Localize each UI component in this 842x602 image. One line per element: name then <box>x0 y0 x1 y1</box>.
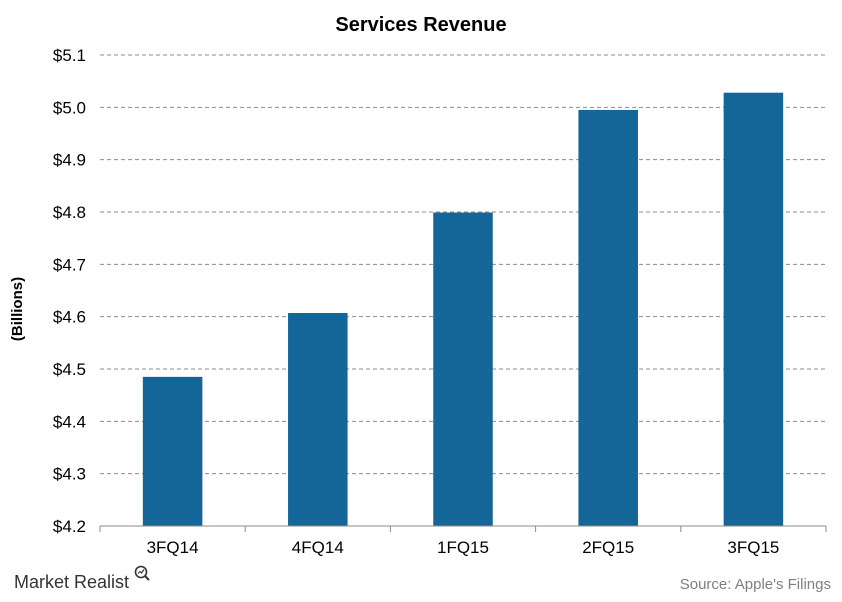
x-tick-label: 1FQ15 <box>437 538 489 557</box>
grid-layer <box>100 54 826 475</box>
bar-3fq15 <box>723 92 784 527</box>
x-tick-layer: 3FQ14 4FQ14 1FQ15 2FQ15 3FQ15 <box>99 526 827 557</box>
y-tick-label: $4.9 <box>53 151 86 170</box>
y-tick-label: $4.2 <box>53 517 86 536</box>
y-tick-label: $4.6 <box>53 308 86 327</box>
bar-4fq14 <box>288 313 348 526</box>
source-note: Source: Apple's Filings <box>680 576 831 593</box>
logo-text: Market Realist <box>14 572 129 592</box>
y-tick-label: $4.7 <box>53 255 86 274</box>
x-tick-label: 3FQ15 <box>727 538 779 557</box>
bar-3fq14 <box>142 376 203 526</box>
bar-layer <box>142 92 784 527</box>
chart-title: Services Revenue <box>335 14 506 36</box>
y-tick-layer: $4.2 $4.3 $4.4 $4.5 $4.6 $4.7 $4.8 $4.9 $5.0 $5.1 <box>53 46 86 536</box>
market-realist-logo: Market Realist <box>14 565 150 592</box>
y-tick-label: $4.4 <box>53 412 86 431</box>
x-tick-label: 2FQ15 <box>582 538 634 557</box>
magnifier-icon <box>134 565 150 581</box>
y-tick-label: $4.5 <box>53 360 86 379</box>
bar-1fq15 <box>433 212 493 527</box>
y-tick-label: $5.1 <box>53 46 86 65</box>
bar-2fq15 <box>578 109 638 526</box>
y-tick-label: $4.3 <box>53 465 86 484</box>
y-tick-label: $4.8 <box>53 203 86 222</box>
y-tick-label: $5.0 <box>53 98 86 117</box>
y-axis-label: (Billions) <box>9 277 26 341</box>
x-tick-label: 4FQ14 <box>292 538 344 557</box>
x-tick-label: 3FQ14 <box>147 538 199 557</box>
